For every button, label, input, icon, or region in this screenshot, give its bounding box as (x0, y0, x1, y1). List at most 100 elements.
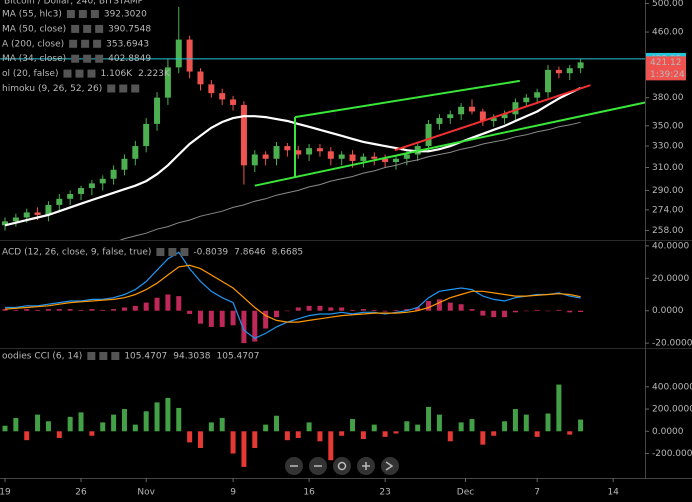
legend-icon[interactable] (111, 352, 120, 360)
legend-icon[interactable] (168, 248, 177, 256)
legend-icon[interactable] (90, 10, 99, 18)
legend-icon[interactable] (63, 69, 72, 78)
legend-icon[interactable] (78, 10, 87, 18)
cci-bar (35, 414, 41, 432)
x-tick-label: 19 (0, 488, 11, 498)
legend-icon[interactable] (95, 54, 104, 63)
histogram-bar (284, 310, 290, 312)
histogram-bar (415, 307, 421, 311)
legend-icon[interactable] (69, 39, 78, 48)
scroll-right-button[interactable] (381, 457, 399, 475)
candle-body (186, 39, 193, 72)
candle-body (327, 151, 334, 159)
cci-bar (545, 413, 551, 432)
candle-body (436, 118, 443, 124)
candle-body (349, 154, 356, 161)
candle-body (23, 212, 30, 218)
cci-bar (317, 431, 323, 442)
cci-bar (415, 424, 421, 432)
y-tick-label: 0.0000 (652, 306, 684, 316)
legend-icon[interactable] (66, 10, 75, 18)
histogram-bar (56, 309, 62, 311)
zoom-out-button[interactable] (285, 457, 303, 475)
cci-bar (502, 421, 508, 432)
candle-body (534, 92, 541, 98)
candle-body (273, 146, 280, 159)
zoom-in-button[interactable] (357, 457, 375, 475)
legend-icon[interactable] (87, 352, 96, 360)
histogram-bar (100, 309, 106, 311)
legend-icon[interactable] (83, 54, 92, 63)
histogram-bar (491, 310, 497, 318)
legend-label: ACD (12, 26, close, 9, false, true) (2, 248, 151, 258)
x-tick-label: 14 (607, 488, 619, 498)
legend-value: 353.6943 (106, 39, 149, 49)
y-tick-label: 290.00 (652, 186, 684, 196)
legend-icon[interactable] (81, 39, 90, 48)
legend-label: himoku (9, 26, 52, 26) (2, 84, 102, 94)
cci-bar (274, 415, 280, 432)
legend-icon[interactable] (95, 24, 104, 33)
indicator-line (5, 251, 581, 339)
legend-icon[interactable] (87, 69, 96, 78)
histogram-bar (78, 309, 84, 311)
candle-body (67, 193, 74, 199)
cci-bar (121, 409, 127, 432)
x-tick-label: 16 (303, 488, 315, 498)
legend-icon[interactable] (99, 352, 108, 360)
candle-body (262, 154, 269, 159)
histogram-bar (176, 296, 182, 311)
legend-icon[interactable] (119, 84, 128, 93)
legend-icon[interactable] (75, 69, 84, 78)
histogram-bar (252, 310, 258, 342)
legend: MA (55, hlc3) 392.3020 MA (50, close) 390.7… (2, 10, 171, 95)
x-tick-label: 7 (534, 488, 540, 498)
cci-bar (230, 431, 236, 454)
legend-value: 94.3038 (173, 352, 210, 362)
y-tick-label: 20.0000 (652, 274, 689, 284)
candle-body (392, 158, 399, 163)
close-label-box (646, 56, 686, 81)
histogram-bar (197, 310, 203, 324)
cci-bar (578, 419, 584, 432)
y-tick-label: 330.00 (652, 142, 684, 152)
legend-value: 2.223K (138, 69, 171, 79)
histogram-bar (67, 309, 73, 311)
cci-bar (534, 431, 540, 437)
cci-bar (219, 417, 225, 432)
legend-icon[interactable] (107, 84, 116, 93)
cci-bar (143, 411, 149, 432)
legend-icon[interactable] (180, 248, 189, 256)
legend-icon[interactable] (156, 248, 165, 256)
cci-bar (295, 431, 301, 438)
candle-body (175, 39, 182, 68)
histogram-bar (154, 297, 160, 311)
histogram-bar (350, 309, 356, 311)
trend-line (394, 84, 591, 152)
cci-bar (512, 409, 518, 432)
legend-icon[interactable] (93, 39, 102, 48)
cci-bar (132, 424, 138, 432)
reset-button[interactable] (333, 457, 351, 475)
legend-value: 402.8849 (108, 54, 151, 64)
legend-icon[interactable] (71, 54, 80, 63)
cci-bar (263, 424, 269, 432)
legend-icon[interactable] (71, 24, 80, 33)
candle-body (338, 154, 345, 159)
candle-body (12, 217, 19, 222)
y-tick-label: 0.0000 (652, 427, 684, 437)
candle-body (208, 84, 215, 94)
candle-body (121, 158, 128, 170)
candle-body (240, 104, 247, 166)
cci-bar (100, 422, 106, 432)
cci-bar (165, 397, 171, 432)
legend-value: 1.106K (100, 69, 133, 79)
scroll-left-button[interactable] (309, 457, 327, 475)
legend-icon[interactable] (83, 24, 92, 33)
candle-body (512, 102, 519, 115)
histogram-bar (2, 309, 8, 311)
y-tick-label: 380.00 (652, 93, 684, 103)
candle-body (34, 212, 41, 215)
legend-icon[interactable] (131, 84, 140, 93)
